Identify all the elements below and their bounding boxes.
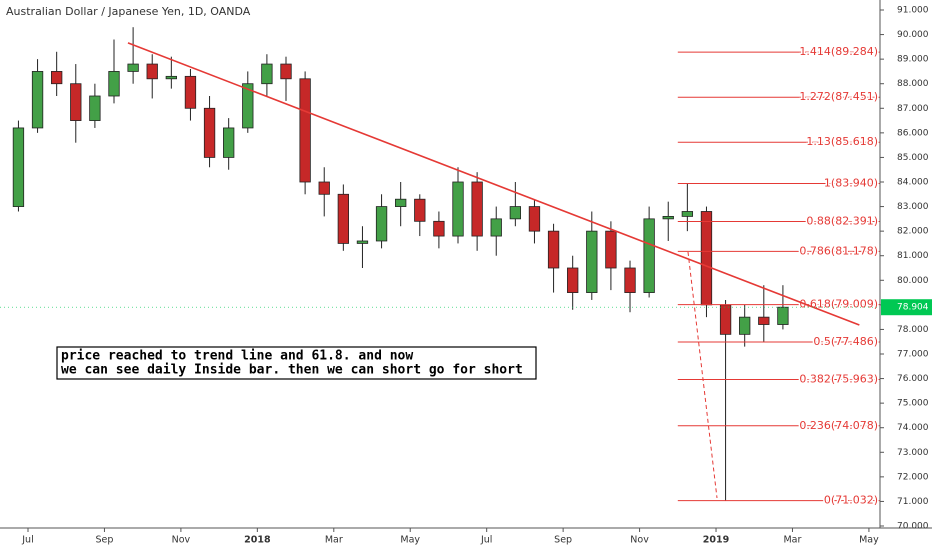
candle-body [203, 107, 216, 158]
fib-level-label: 0.236(74.078) [799, 419, 878, 432]
y-tick-label: 89.000 [897, 55, 929, 65]
candle-body [165, 75, 177, 80]
candle-body [51, 71, 63, 85]
y-tick-label: 72.000 [897, 472, 929, 482]
candle-body [452, 181, 464, 237]
x-tick-label: Nov [630, 535, 649, 546]
fib-level-label: 0.5(77.486) [813, 335, 878, 348]
fib-level-label: 1.272(87.451) [799, 90, 878, 103]
annotation-line: price reached to trend line and 61.8. an… [61, 349, 413, 364]
y-tick-label: 80.000 [897, 276, 929, 286]
x-tick-label: Sep [95, 535, 113, 546]
y-tick-label: 75.000 [897, 399, 929, 409]
y-tick-label: 81.000 [897, 251, 929, 261]
candle-body [700, 211, 713, 306]
fib-level-label: 0.786(81.178) [799, 244, 878, 257]
x-tick-label: Jul [480, 535, 492, 546]
candle-body [777, 306, 789, 325]
candle-body [643, 218, 655, 293]
candle-body [89, 95, 101, 121]
candle-body [31, 71, 44, 129]
candle-body [586, 230, 598, 293]
y-tick-label: 78.000 [897, 325, 929, 335]
fib-level-label: 1(83.940) [824, 176, 878, 189]
candle-body [758, 316, 770, 325]
fib-level-label: 0(71.032) [824, 494, 878, 507]
candle-body [490, 218, 502, 237]
candle-body [471, 181, 483, 237]
y-tick-label: 84.000 [897, 178, 929, 188]
x-tick-label: Sep [554, 535, 572, 546]
last-price-tag [881, 299, 932, 316]
x-tick-label: May [859, 535, 879, 546]
candle-body [528, 206, 541, 232]
x-tick-label: Nov [172, 535, 191, 546]
candle-body [719, 304, 732, 335]
y-tick-label: 91.000 [897, 6, 929, 16]
chart-title: Australian Dollar / Japanese Yen, 1D, OA… [6, 5, 251, 18]
fib-level-label: 0.88(82.391) [806, 215, 878, 228]
y-tick-label: 86.000 [897, 128, 929, 138]
x-tick-label: Mar [325, 535, 343, 546]
y-tick-label: 90.000 [897, 30, 929, 40]
x-tick-label: 2018 [244, 535, 271, 546]
fib-level-label: 1.13(85.618) [806, 135, 878, 148]
candle-body [108, 71, 120, 97]
y-tick-label: 77.000 [897, 350, 929, 360]
annotation-box [56, 346, 537, 380]
x-tick-label: May [400, 535, 420, 546]
candle-body [280, 63, 292, 80]
candle-body [337, 193, 349, 244]
y-tick-label: 70.000 [897, 522, 929, 532]
candle-body [567, 267, 579, 293]
y-tick-label: 87.000 [897, 104, 929, 114]
annotation-line: we can see daily Inside bar. then we can… [61, 363, 523, 378]
candle-body [414, 198, 426, 222]
fib-level-label: 0.618(79.009) [799, 298, 878, 311]
candle-body [605, 230, 617, 269]
y-tick-label: 76.000 [897, 374, 929, 384]
candle-body [70, 83, 82, 121]
x-tick-label: Mar [783, 535, 801, 546]
fib-level-label: 0.382(75.963) [799, 372, 878, 385]
candle-body [242, 83, 254, 129]
x-tick-label: 2019 [703, 535, 729, 546]
trend-line [127, 42, 860, 326]
y-tick-label: 85.000 [897, 153, 929, 163]
fib-level-label: 1.414(89.284) [799, 45, 878, 58]
candle-body [739, 316, 751, 335]
candle-body [184, 75, 197, 109]
candle-body [681, 211, 694, 217]
candle-body [395, 198, 407, 207]
candle-body [624, 267, 636, 293]
candle-body [299, 78, 311, 183]
candle-body [433, 220, 445, 237]
y-tick-label: 74.000 [897, 423, 929, 433]
candle-body [509, 206, 522, 220]
y-tick-label: 83.000 [897, 202, 929, 212]
candle-body [318, 181, 330, 195]
plot-layer: 1.414(89.284) 1.272(87.451) 1.13(85.618) 1(… [12, 27, 880, 508]
fib-connector [687, 251, 718, 499]
last-price-label: 78.904 [897, 303, 929, 313]
candle-body [356, 240, 369, 244]
y-tick-label: 73.000 [897, 448, 929, 458]
candle-body [375, 206, 388, 242]
candle-body [662, 215, 674, 220]
candle-body [12, 127, 25, 207]
candle-body [146, 63, 158, 80]
candle-body [261, 63, 273, 85]
y-tick-label: 71.000 [897, 497, 929, 507]
candle-body [223, 127, 235, 158]
y-tick-label: 88.000 [897, 79, 929, 89]
candle-body [547, 230, 560, 269]
candle-body [127, 63, 139, 72]
y-tick-label: 82.000 [897, 227, 929, 237]
x-tick-label: Jul [21, 535, 33, 546]
